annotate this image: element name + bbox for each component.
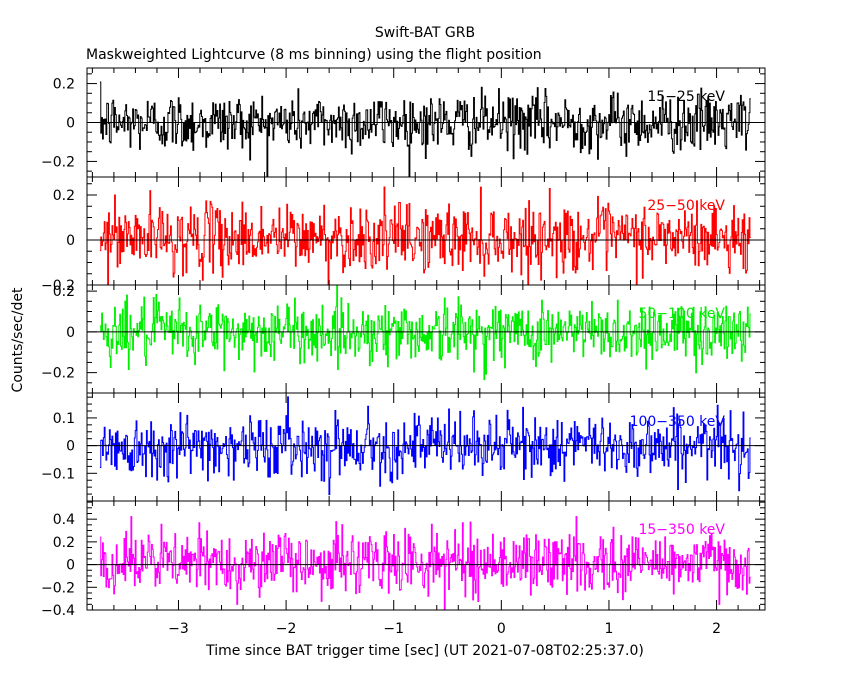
x-tick-label: −2 [276, 621, 297, 637]
panel-0: 15−25 keV −0.2 0 0.2 [41, 67, 766, 178]
y-tick-label: 0 [66, 325, 75, 341]
y-tick-label: 0 [66, 439, 75, 455]
panel-frame-1 [86, 176, 766, 286]
series-line-4 [99, 516, 751, 610]
series-line-2 [99, 285, 751, 381]
y-tick-label: 0.2 [53, 188, 75, 204]
y-tick-label: −0.2 [41, 278, 75, 294]
y-tick-label: 0 [66, 558, 75, 574]
panels-group: 15−25 keV−0.200.225−50 keV−0.200.250−100… [41, 67, 766, 637]
x-tick-label: 1 [604, 621, 613, 637]
panel-frame-4 [86, 500, 766, 611]
panel-1: 25−50 keV −0.2 0 0.2 [41, 176, 766, 294]
x-axis-label: Time since BAT trigger time [sec] (UT 20… [205, 643, 644, 659]
y-tick-label: −0.2 [41, 154, 75, 170]
y-tick-label: −0.2 [41, 366, 75, 382]
band-label-0: 15−25 keV [647, 89, 725, 105]
y-tick-label: 0.1 [53, 411, 75, 427]
y-tick-label: −0.4 [41, 603, 75, 619]
x-tick-label: −3 [168, 621, 189, 637]
panel-4: 15−350 keV −0.4 −0.2 0 0.2 0.4 [41, 500, 766, 619]
series-line-3 [99, 396, 751, 496]
y-tick-label: 0.4 [53, 512, 75, 528]
band-label-2: 50−100 keV [638, 306, 725, 322]
x-tick-label: 2 [712, 621, 721, 637]
chart-subtitle: Maskweighted Lightcurve (8 ms binning) u… [86, 47, 542, 63]
panel-2: 50−100 keV −0.2 0 0.2 [41, 284, 766, 394]
y-tick-label: 0.2 [53, 284, 75, 300]
y-tick-label: −0.2 [41, 580, 75, 596]
y-tick-label: 0 [66, 233, 75, 249]
band-label-1: 25−50 keV [647, 198, 725, 214]
y-tick-label: 0 [66, 116, 75, 132]
y-tick-label: −0.1 [41, 466, 75, 482]
band-label-4: 15−350 keV [638, 522, 725, 538]
series-line-0 [99, 81, 751, 177]
chart-title: Swift-BAT GRB [375, 25, 475, 41]
x-tick-label: −1 [383, 621, 404, 637]
panel-3: 100−350 keV −0.1 0 0.1 [41, 392, 766, 502]
band-label-3: 100−350 keV [630, 414, 726, 430]
y-tick-label: 0.2 [53, 535, 75, 551]
y-tick-label: 0.2 [53, 77, 75, 93]
x-tick-label: 0 [497, 621, 506, 637]
y-axis-label: Counts/sec/det [10, 287, 26, 392]
